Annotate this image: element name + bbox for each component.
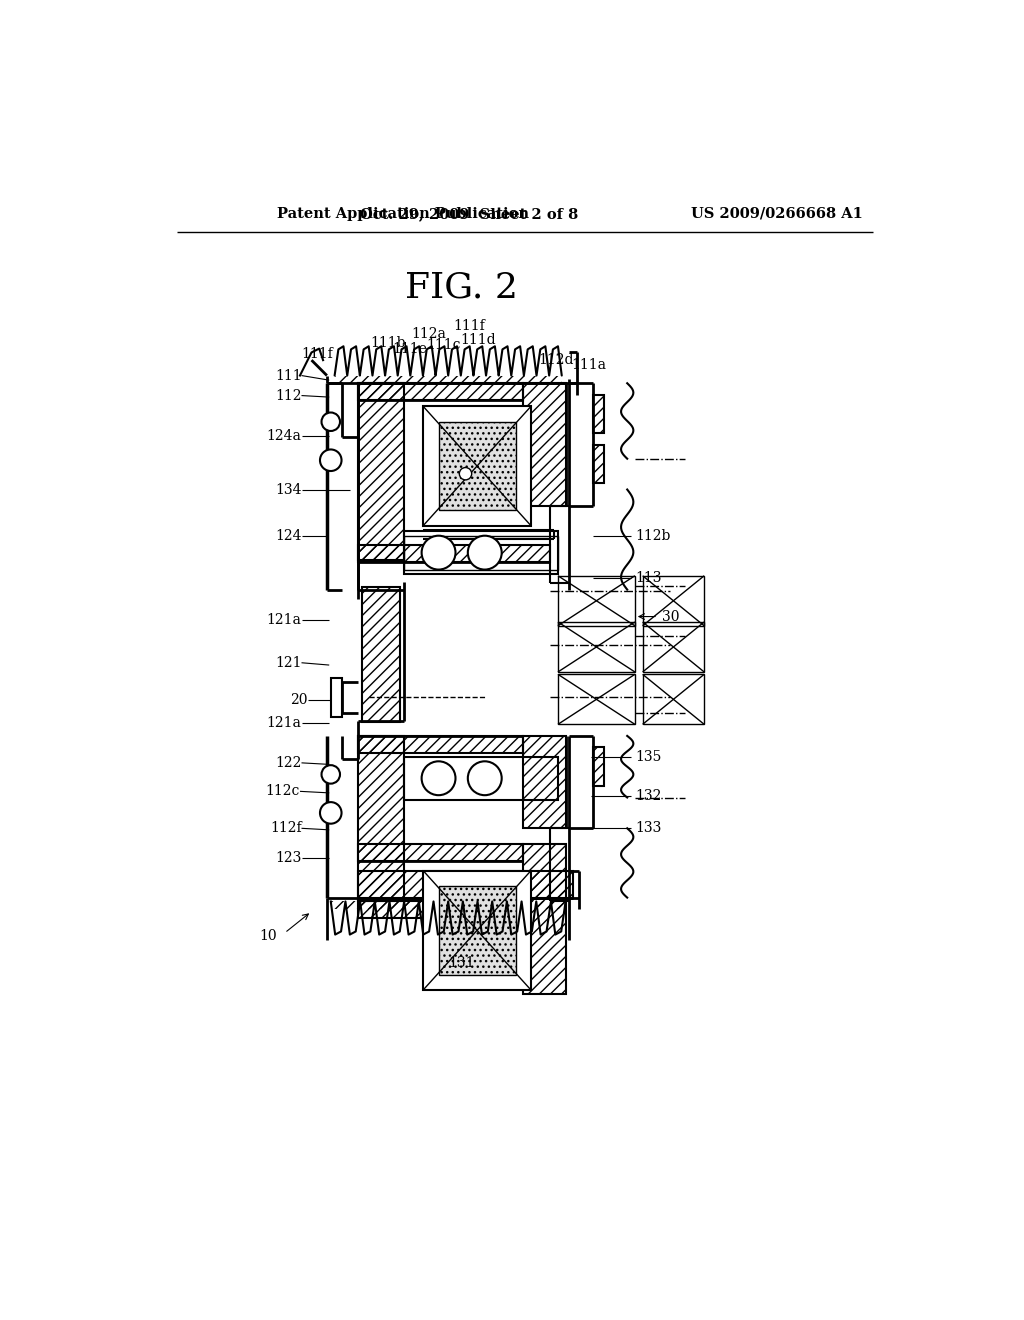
Circle shape (460, 467, 472, 480)
Circle shape (319, 803, 342, 824)
Bar (403, 531, 558, 574)
Bar (558, 576, 635, 626)
Bar (523, 843, 565, 994)
Bar (438, 422, 515, 511)
Text: Patent Application Publication: Patent Application Publication (276, 207, 528, 220)
Bar (357, 843, 523, 861)
Text: 111c: 111c (426, 338, 461, 351)
Text: 20: 20 (290, 693, 307, 706)
Text: 112b: 112b (635, 529, 671, 543)
Circle shape (422, 762, 456, 795)
Bar (357, 383, 403, 560)
Text: 112f: 112f (270, 821, 301, 836)
Bar (643, 576, 705, 626)
Bar (593, 395, 604, 433)
Text: 112d: 112d (539, 354, 574, 367)
Text: 135: 135 (635, 751, 662, 764)
Text: 111: 111 (274, 368, 301, 383)
Bar (357, 902, 523, 919)
Text: 30: 30 (662, 610, 679, 623)
Circle shape (319, 449, 342, 471)
Text: 124a: 124a (266, 429, 301, 442)
Bar (423, 407, 531, 525)
Bar (593, 445, 604, 483)
Text: 121a: 121a (266, 614, 301, 627)
Circle shape (322, 766, 340, 784)
Bar (331, 902, 565, 909)
Bar (558, 675, 635, 725)
Bar (357, 871, 573, 898)
Bar (643, 675, 705, 725)
Text: 132: 132 (635, 789, 662, 803)
Text: 10: 10 (259, 929, 276, 942)
Text: 111d: 111d (461, 333, 497, 347)
Circle shape (422, 536, 456, 570)
Text: 134: 134 (275, 483, 301, 496)
Circle shape (468, 536, 502, 570)
Bar (593, 747, 604, 785)
Bar (558, 622, 635, 672)
Bar (403, 756, 558, 800)
Bar (643, 622, 705, 672)
Bar (523, 383, 565, 507)
Text: FIG. 2: FIG. 2 (406, 271, 518, 305)
Circle shape (322, 412, 340, 430)
Bar (361, 587, 400, 722)
Text: 111f: 111f (454, 319, 485, 333)
Bar (331, 678, 342, 717)
Text: 112c: 112c (265, 784, 300, 799)
Text: 121: 121 (275, 656, 301, 669)
Text: 111e: 111e (392, 342, 427, 356)
Text: 113: 113 (635, 572, 662, 585)
Text: 133: 133 (635, 821, 662, 836)
Text: 112a: 112a (411, 327, 446, 341)
Text: 123: 123 (275, 850, 301, 865)
Bar (357, 383, 523, 400)
Bar (523, 737, 565, 829)
Text: 124: 124 (275, 529, 301, 543)
Circle shape (468, 762, 502, 795)
Text: 111a: 111a (571, 358, 606, 372)
Text: 111b: 111b (370, 337, 406, 350)
Text: 112: 112 (275, 388, 301, 403)
Bar (357, 545, 550, 562)
Bar (403, 536, 558, 570)
Bar (335, 376, 562, 383)
Text: 122: 122 (275, 756, 301, 770)
Text: 121a: 121a (266, 715, 301, 730)
Bar (423, 871, 531, 990)
Bar (357, 737, 523, 752)
Text: Oct. 29, 2009  Sheet 2 of 8: Oct. 29, 2009 Sheet 2 of 8 (360, 207, 579, 220)
Bar (357, 737, 403, 902)
Bar (438, 886, 515, 974)
Text: 131: 131 (449, 956, 475, 970)
Text: US 2009/0266668 A1: US 2009/0266668 A1 (691, 207, 863, 220)
Text: 111f: 111f (301, 347, 333, 360)
